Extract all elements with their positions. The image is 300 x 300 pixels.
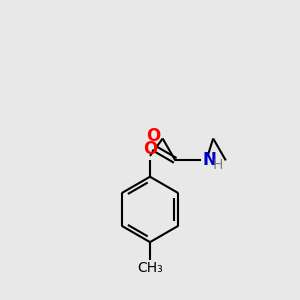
Text: O: O	[146, 127, 161, 145]
Text: N: N	[202, 151, 216, 169]
Text: CH₃: CH₃	[137, 262, 163, 275]
Text: O: O	[143, 140, 157, 158]
Text: H: H	[213, 158, 224, 172]
